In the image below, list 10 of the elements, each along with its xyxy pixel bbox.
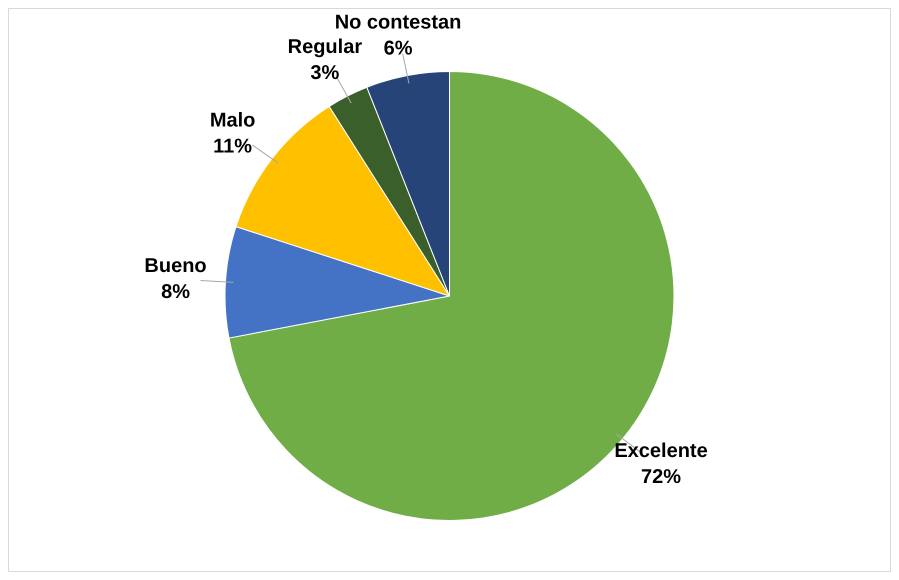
data-label: 6% [384,38,413,60]
slice-label: Malo [210,109,256,132]
data-label: 72% [640,466,682,488]
data-label: 3% [310,62,340,84]
slice-label: Excelente [614,440,708,462]
data-label: 8% [161,280,190,303]
slice-label: Bueno [144,254,207,277]
slice-label: No contestan [334,12,462,34]
slice-label: Regular [288,36,362,58]
data-label: 11% [213,135,252,158]
